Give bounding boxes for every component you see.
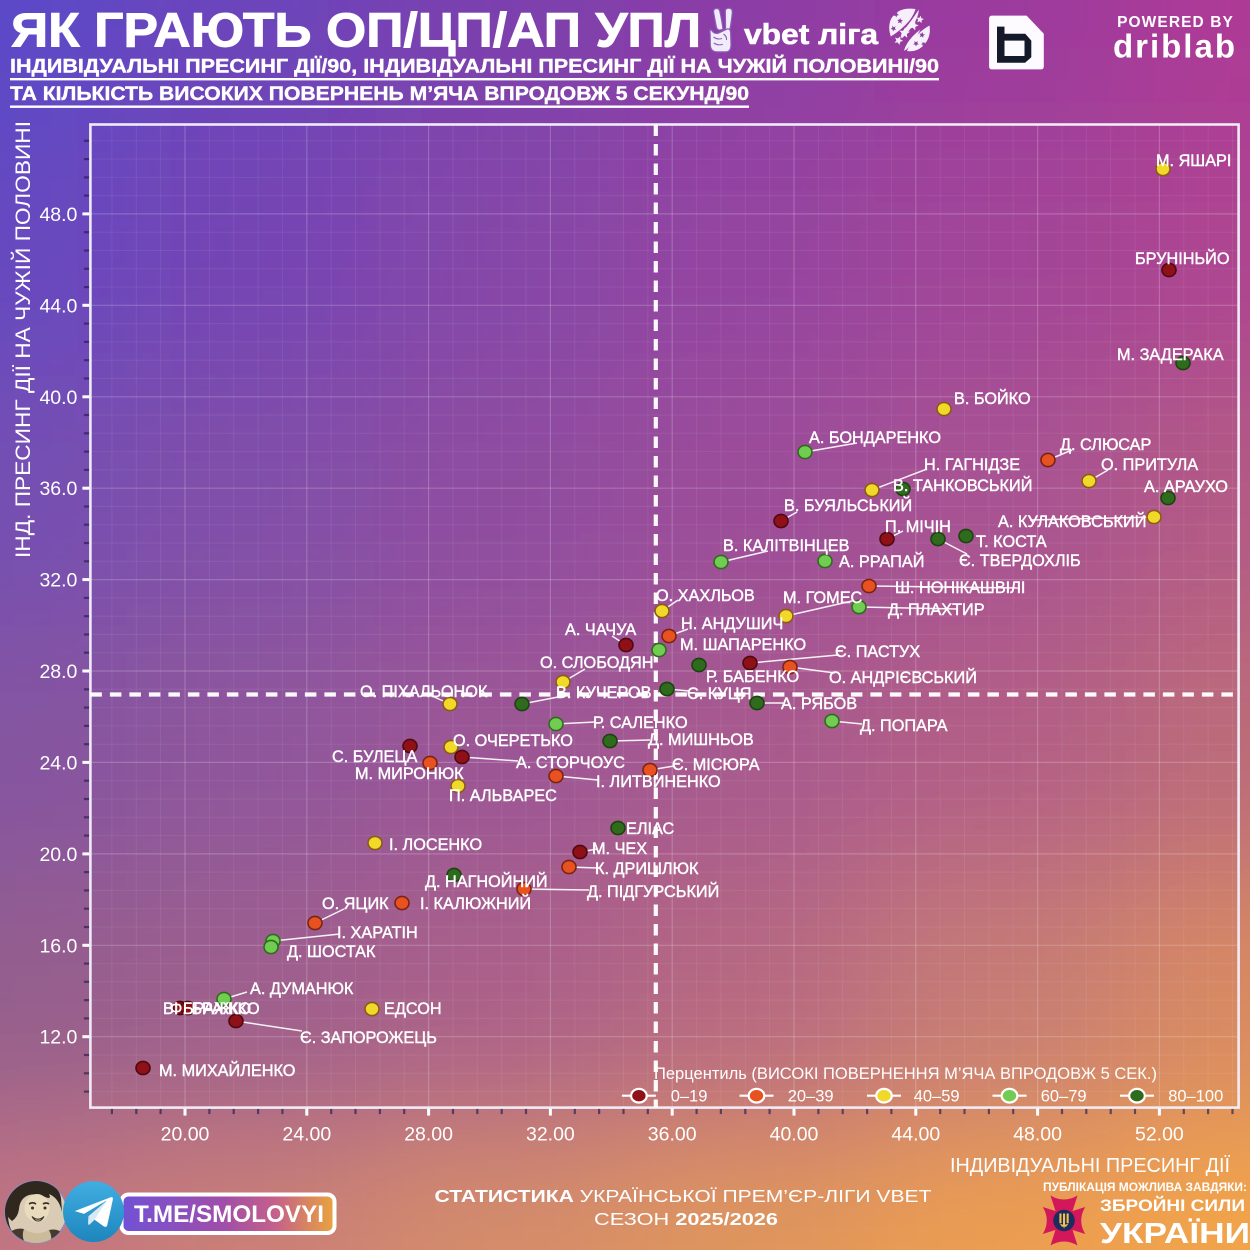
svg-text:Є. ЗАПОРОЖЕЦЬ: Є. ЗАПОРОЖЕЦЬ <box>300 1029 437 1047</box>
svg-text:А. БОНДАРЕНКО: А. БОНДАРЕНКО <box>809 429 941 447</box>
svg-text:М. ГОМЕС: М. ГОМЕС <box>783 589 863 607</box>
svg-text:vbet ліга: vbet ліга <box>744 19 879 51</box>
svg-text:40.00: 40.00 <box>770 1124 819 1146</box>
svg-text:А. РЯБОВ: А. РЯБОВ <box>781 695 857 713</box>
svg-text:А. СТОРЧОУС: А. СТОРЧОУС <box>516 754 625 772</box>
svg-text:0–19: 0–19 <box>671 1088 708 1106</box>
svg-text:28.00: 28.00 <box>404 1124 453 1146</box>
svg-text:М. ЧЕХ: М. ЧЕХ <box>592 840 647 858</box>
svg-text:Д. МИШНЬОВ: Д. МИШНЬОВ <box>648 731 754 749</box>
svg-text:УКРАЇНИ: УКРАЇНИ <box>1100 1218 1250 1250</box>
svg-text:Д. ПЛАХТИР: Д. ПЛАХТИР <box>888 601 985 619</box>
svg-text:32.00: 32.00 <box>526 1124 575 1146</box>
svg-text:Д. ПОПАРА: Д. ПОПАРА <box>860 717 948 735</box>
svg-text:О. СЛОБОДЯН: О. СЛОБОДЯН <box>540 654 654 672</box>
svg-text:Н. ГАГНІДЗЕ: Н. ГАГНІДЗЕ <box>924 456 1020 474</box>
svg-text:ІНДИВІДУАЛЬНІ ПРЕСИНГ ДІЇ: ІНДИВІДУАЛЬНІ ПРЕСИНГ ДІЇ <box>950 1154 1230 1177</box>
svg-text:40–59: 40–59 <box>914 1088 960 1106</box>
svg-text:В. ТАНКОВСЬКИЙ: В. ТАНКОВСЬКИЙ <box>893 476 1032 495</box>
svg-text:О. ЯЦИК: О. ЯЦИК <box>322 895 389 913</box>
svg-text:І. ХАРАТІН: І. ХАРАТІН <box>337 924 418 942</box>
svg-text:Д. СЛЮСАР: Д. СЛЮСАР <box>1060 436 1151 454</box>
svg-text:ПУБЛІКАЦІЯ МОЖЛИВА ЗАВДЯКИ:: ПУБЛІКАЦІЯ МОЖЛИВА ЗАВДЯКИ: <box>1043 1182 1247 1194</box>
svg-text:24.0: 24.0 <box>39 752 77 774</box>
svg-text:В. КУЧЕРОВ: В. КУЧЕРОВ <box>556 684 652 702</box>
svg-text:24.00: 24.00 <box>282 1124 331 1146</box>
svg-text:П. МІЧІН: П. МІЧІН <box>885 518 951 536</box>
svg-text:20.0: 20.0 <box>39 844 77 866</box>
svg-text:44.00: 44.00 <box>891 1124 940 1146</box>
svg-text:К. ДРИШЛЮК: К. ДРИШЛЮК <box>595 860 699 878</box>
svg-text:СТАТИСТИКА УКРАЇНСЬКОЇ ПРЕМ’ЄР: СТАТИСТИКА УКРАЇНСЬКОЇ ПРЕМ’ЄР-ЛІГИ VBET <box>435 1186 932 1206</box>
svg-text:Д. ПІДГУРСЬКИЙ: Д. ПІДГУРСЬКИЙ <box>587 882 719 901</box>
svg-text:Р. БАБЕНКО: Р. БАБЕНКО <box>706 668 799 686</box>
svg-text:О. ПІХАЛЬОНОК: О. ПІХАЛЬОНОК <box>360 683 488 701</box>
svg-text:І. КАЛЮЖНИЙ: І. КАЛЮЖНИЙ <box>420 894 531 913</box>
svg-text:Т. КОСТА: Т. КОСТА <box>976 533 1047 551</box>
svg-text:60–79: 60–79 <box>1041 1088 1087 1106</box>
svg-text:БРУНІНЬЙО: БРУНІНЬЙО <box>1135 249 1230 268</box>
svg-text:ЕЛІАС: ЕЛІАС <box>626 820 675 838</box>
svg-text:Д. ШОСТАК: Д. ШОСТАК <box>287 943 376 961</box>
svg-text:44.0: 44.0 <box>39 295 77 317</box>
svg-text:ІНДИВІДУАЛЬНІ ПРЕСИНГ ДІЇ/90,: ІНДИВІДУАЛЬНІ ПРЕСИНГ ДІЇ/90, ІНДИВІДУАЛ… <box>10 54 939 78</box>
svg-text:А. АРАУХО: А. АРАУХО <box>1144 478 1228 496</box>
svg-text:12.0: 12.0 <box>39 1027 77 1049</box>
svg-text:Р. САЛЕНКО: Р. САЛЕНКО <box>593 714 688 732</box>
svg-text:М. ЗАДЕРАКА: М. ЗАДЕРАКА <box>1117 346 1224 364</box>
svg-text:Є. КУЦЯ: Є. КУЦЯ <box>687 685 752 703</box>
svg-text:80–100: 80–100 <box>1168 1088 1223 1106</box>
svg-text:Є. ПАСТУХ: Є. ПАСТУХ <box>835 643 920 661</box>
svg-text:С. БУЛЕЦА: С. БУЛЕЦА <box>332 748 417 766</box>
svg-text:А. КУЛАКОВСЬКИЙ: А. КУЛАКОВСЬКИЙ <box>998 512 1146 531</box>
svg-text:ЗБРОЙНІ СИЛИ: ЗБРОЙНІ СИЛИ <box>1100 1196 1245 1215</box>
svg-text:driblab: driblab <box>1113 28 1237 65</box>
svg-text:POWERED BY: POWERED BY <box>1117 14 1234 31</box>
svg-text:16.0: 16.0 <box>39 935 77 957</box>
svg-text:28.0: 28.0 <box>39 661 77 683</box>
svg-text:ТА КІЛЬКІСТЬ ВИСОКИХ ПОВЕРНЕНЬ: ТА КІЛЬКІСТЬ ВИСОКИХ ПОВЕРНЕНЬ М’ЯЧА ВПР… <box>10 83 749 105</box>
svg-text:36.0: 36.0 <box>39 478 77 500</box>
svg-text:20.00: 20.00 <box>161 1124 210 1146</box>
svg-text:СЕЗОН 2025/2026: СЕЗОН 2025/2026 <box>594 1209 778 1229</box>
svg-text:О. ХАХЛЬОВ: О. ХАХЛЬОВ <box>656 587 755 605</box>
svg-text:В. БОЙКО: В. БОЙКО <box>954 389 1031 408</box>
svg-text:П. АЛЬВАРЕС: П. АЛЬВАРЕС <box>449 787 557 805</box>
svg-text:О. ПРИТУЛА: О. ПРИТУЛА <box>1101 456 1198 474</box>
svg-text:М. ШАПАРЕНКО: М. ШАПАРЕНКО <box>680 636 806 654</box>
svg-text:М. ЯШАРІ: М. ЯШАРІ <box>1156 152 1231 170</box>
svg-text:T.ME/SMOLOVYI: T.ME/SMOLOVYI <box>134 1201 324 1228</box>
svg-text:48.00: 48.00 <box>1013 1124 1062 1146</box>
svg-text:20–39: 20–39 <box>788 1088 834 1106</box>
svg-text:В. БУЯЛЬСЬКИЙ: В. БУЯЛЬСЬКИЙ <box>784 496 912 515</box>
svg-text:А. ДУМАНЮК: А. ДУМАНЮК <box>250 980 354 998</box>
svg-text:48.0: 48.0 <box>39 204 77 226</box>
svg-text:В. БРАЖКО: В. БРАЖКО <box>163 1000 251 1018</box>
svg-text:36.00: 36.00 <box>648 1124 697 1146</box>
svg-text:В. КАЛІТВІНЦЕВ: В. КАЛІТВІНЦЕВ <box>723 537 850 555</box>
svg-text:Ш. НОНІКАШВІЛІ: Ш. НОНІКАШВІЛІ <box>895 579 1025 597</box>
svg-text:О. ОЧЕРЕТЬКО: О. ОЧЕРЕТЬКО <box>453 732 573 750</box>
svg-text:Н. АНДУШИЧ: Н. АНДУШИЧ <box>681 615 783 633</box>
svg-text:40.0: 40.0 <box>39 387 77 409</box>
svg-text:І. ЛИТВИНЕНКО: І. ЛИТВИНЕНКО <box>596 773 721 791</box>
svg-text:Є. МІСЮРА: Є. МІСЮРА <box>672 756 760 774</box>
svg-text:52.00: 52.00 <box>1135 1124 1184 1146</box>
svg-text:ІНД. ПРЕСИНГ ДІЇ НА ЧУЖІЙ ПОЛО: ІНД. ПРЕСИНГ ДІЇ НА ЧУЖІЙ ПОЛОВИНІ <box>10 121 35 558</box>
svg-text:М. МИХАЙЛЕНКО: М. МИХАЙЛЕНКО <box>159 1061 295 1080</box>
svg-text:М. МИРОНЮК: М. МИРОНЮК <box>355 765 464 783</box>
svg-text:ЯК ГРАЮТЬ ОП/ЦП/АП УПЛ: ЯК ГРАЮТЬ ОП/ЦП/АП УПЛ <box>11 5 701 58</box>
svg-text:І. ЛОСЕНКО: І. ЛОСЕНКО <box>389 836 482 854</box>
svg-text:А. ЧАЧУА: А. ЧАЧУА <box>565 621 636 639</box>
svg-text:О. АНДРІЄВСЬКИЙ: О. АНДРІЄВСЬКИЙ <box>829 668 977 687</box>
svg-text:32.0: 32.0 <box>39 570 77 592</box>
svg-text:ЕДСОН: ЕДСОН <box>384 1000 442 1018</box>
svg-text:Д. НАГНОЙНИЙ: Д. НАГНОЙНИЙ <box>425 872 548 891</box>
svg-text:Перцентиль (ВИСОКІ ПОВЕРНЕННЯ: Перцентиль (ВИСОКІ ПОВЕРНЕННЯ М’ЯЧА ВПРО… <box>654 1065 1157 1083</box>
svg-text:А. РРАПАЙ: А. РРАПАЙ <box>839 552 924 571</box>
svg-text:Ф. БРАЖКО: Ф. БРАЖКО <box>170 1000 260 1018</box>
svg-text:Є. ТВЕРДОХЛІБ: Є. ТВЕРДОХЛІБ <box>959 552 1081 570</box>
